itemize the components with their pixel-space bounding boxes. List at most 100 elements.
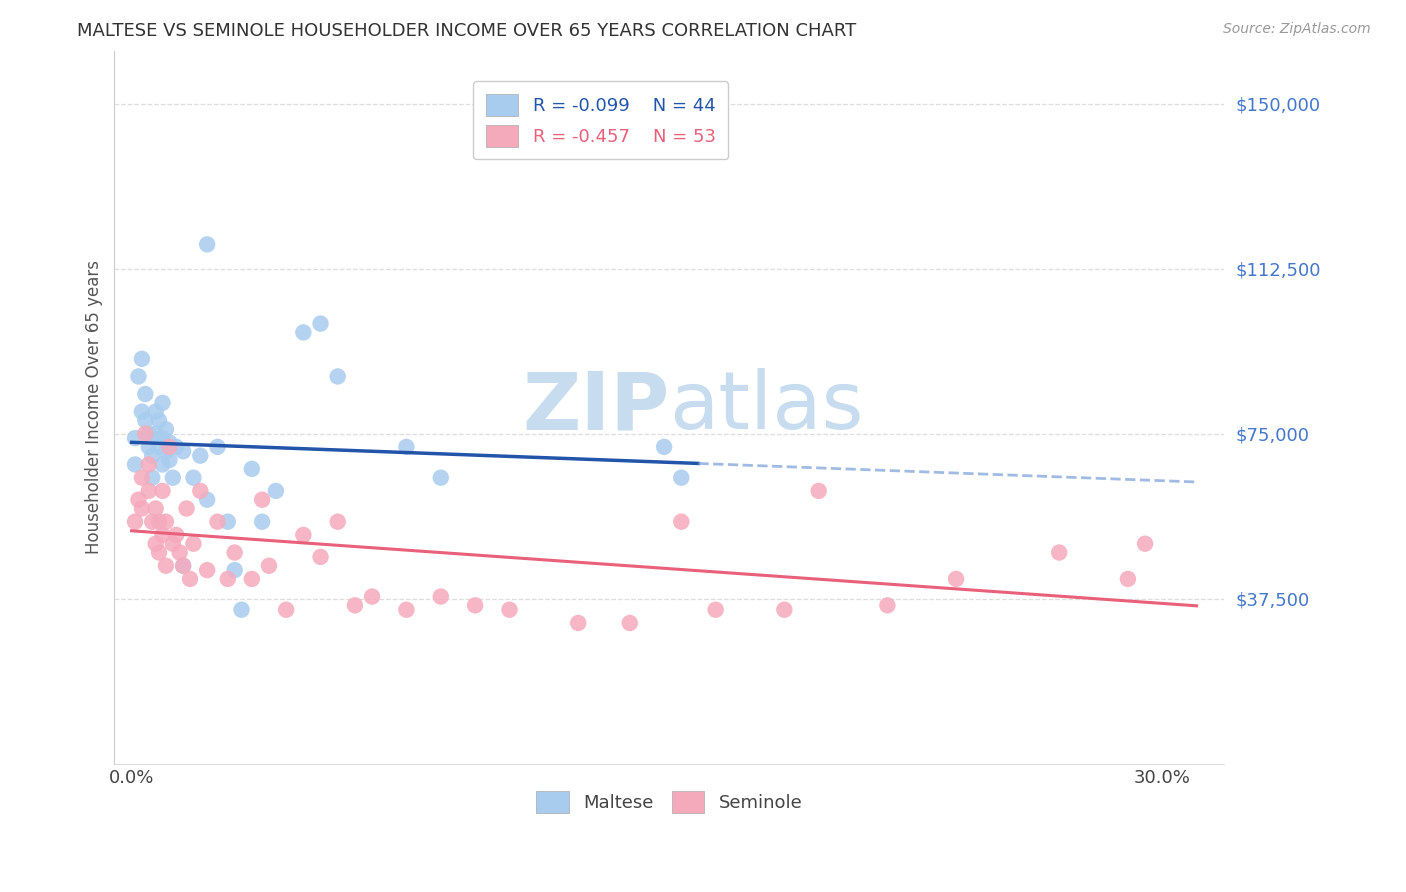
Point	[131, 471, 153, 485]
Point	[162, 537, 184, 551]
Point	[619, 615, 641, 630]
Point	[134, 413, 156, 427]
Point	[138, 426, 160, 441]
Point	[773, 603, 796, 617]
Point	[671, 515, 693, 529]
Point	[148, 515, 170, 529]
Point	[309, 549, 332, 564]
Point	[188, 449, 211, 463]
Point	[141, 449, 163, 463]
Point	[326, 369, 349, 384]
Point	[152, 483, 174, 498]
Point	[464, 599, 486, 613]
Point	[361, 590, 384, 604]
Point	[148, 545, 170, 559]
Point	[292, 326, 315, 340]
Point	[131, 501, 153, 516]
Point	[498, 603, 520, 617]
Point	[195, 237, 218, 252]
Point	[704, 603, 727, 617]
Point	[207, 515, 229, 529]
Point	[169, 545, 191, 559]
Point	[395, 603, 418, 617]
Y-axis label: Householder Income Over 65 years: Householder Income Over 65 years	[86, 260, 103, 554]
Point	[807, 483, 830, 498]
Point	[124, 431, 146, 445]
Legend: Maltese, Seminole: Maltese, Seminole	[523, 779, 815, 826]
Point	[264, 483, 287, 498]
Point	[876, 599, 898, 613]
Point	[152, 528, 174, 542]
Point	[145, 426, 167, 441]
Point	[131, 404, 153, 418]
Point	[231, 603, 253, 617]
Point	[172, 444, 194, 458]
Point	[152, 396, 174, 410]
Point	[138, 483, 160, 498]
Point	[207, 440, 229, 454]
Point	[257, 558, 280, 573]
Point	[172, 558, 194, 573]
Point	[188, 483, 211, 498]
Point	[176, 501, 198, 516]
Point	[224, 563, 246, 577]
Point	[292, 528, 315, 542]
Point	[250, 515, 273, 529]
Point	[124, 458, 146, 472]
Point	[326, 515, 349, 529]
Point	[224, 545, 246, 559]
Text: MALTESE VS SEMINOLE HOUSEHOLDER INCOME OVER 65 YEARS CORRELATION CHART: MALTESE VS SEMINOLE HOUSEHOLDER INCOME O…	[77, 22, 856, 40]
Point	[134, 387, 156, 401]
Point	[165, 440, 187, 454]
Point	[395, 440, 418, 454]
Point	[1047, 545, 1070, 559]
Point	[157, 440, 180, 454]
Point	[127, 369, 149, 384]
Point	[1116, 572, 1139, 586]
Point	[157, 453, 180, 467]
Point	[652, 440, 675, 454]
Point	[276, 603, 298, 617]
Point	[141, 471, 163, 485]
Point	[671, 471, 693, 485]
Point	[183, 471, 205, 485]
Point	[157, 435, 180, 450]
Point	[134, 426, 156, 441]
Point	[195, 492, 218, 507]
Point	[145, 537, 167, 551]
Point	[165, 528, 187, 542]
Point	[430, 471, 453, 485]
Point	[945, 572, 967, 586]
Point	[127, 492, 149, 507]
Point	[131, 351, 153, 366]
Point	[343, 599, 366, 613]
Point	[141, 515, 163, 529]
Text: ZIP: ZIP	[522, 368, 669, 446]
Point	[217, 515, 239, 529]
Point	[172, 558, 194, 573]
Point	[179, 572, 201, 586]
Text: Source: ZipAtlas.com: Source: ZipAtlas.com	[1223, 22, 1371, 37]
Point	[145, 501, 167, 516]
Point	[155, 515, 177, 529]
Point	[138, 458, 160, 472]
Point	[124, 515, 146, 529]
Point	[430, 590, 453, 604]
Point	[183, 537, 205, 551]
Point	[152, 431, 174, 445]
Point	[1133, 537, 1156, 551]
Point	[152, 458, 174, 472]
Point	[155, 444, 177, 458]
Point	[567, 615, 589, 630]
Point	[309, 317, 332, 331]
Point	[155, 558, 177, 573]
Point	[155, 422, 177, 436]
Point	[195, 563, 218, 577]
Point	[217, 572, 239, 586]
Point	[240, 462, 263, 476]
Text: atlas: atlas	[669, 368, 863, 446]
Point	[148, 413, 170, 427]
Point	[240, 572, 263, 586]
Point	[162, 471, 184, 485]
Point	[148, 440, 170, 454]
